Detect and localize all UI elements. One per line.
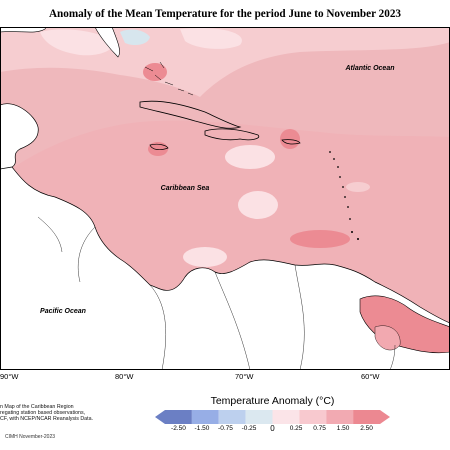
hispaniola-outline (204, 128, 260, 141)
guianas-warm-land-2 (374, 325, 401, 351)
legend-color-swatch (326, 410, 354, 424)
legend-color-swatch (218, 410, 246, 424)
cimh-credit: CIMH November-2023 (5, 434, 56, 440)
legend-tick-label: 2.50 (360, 425, 373, 432)
legend-color-swatch (353, 410, 390, 424)
caribbean-sea-label: Caribbean Sea (161, 185, 210, 192)
light-patch-hispaniola-south (225, 145, 275, 169)
legend-color-swatch (272, 410, 300, 424)
legend-title: Temperature Anomaly (°C) (210, 395, 335, 407)
longitude-90w: 90°W (0, 372, 19, 381)
legend-colorbar (155, 410, 390, 424)
legend-tick-label: 0.25 (289, 425, 303, 432)
legend-color-swatch (245, 410, 273, 424)
florida-land (94, 27, 120, 58)
credits-line: n Map of the Caribbean Region (0, 404, 74, 410)
hot-patch-venezuela-coast (290, 230, 350, 248)
legend-color-swatch (299, 410, 327, 424)
legend-color-swatch (155, 410, 192, 424)
hot-patch-bahamas (143, 63, 167, 81)
light-anomaly-patch-north (40, 29, 113, 56)
longitude-80w: 80°W (115, 372, 134, 381)
jamaica-outline (149, 143, 169, 151)
legend-tick-label: 0 (270, 424, 275, 433)
atlantic-ocean-label: Atlantic Ocean (344, 65, 394, 72)
legend-tick-label: -0.75 (218, 425, 233, 432)
pacific-ocean-label: Pacific Ocean (40, 308, 86, 315)
bahamas-islands (144, 61, 194, 96)
light-patch-east (346, 182, 370, 192)
anomaly-map: Atlantic Ocean Caribbean Sea Pacific Oce… (0, 27, 450, 370)
longitude-70w: 70°W (235, 372, 254, 381)
legend-tick-label: -0.25 (241, 425, 257, 432)
legend-labels: -2.50 -1.50 -0.75 -0.25 0 0.25 0.75 1.50 2.50 (155, 424, 390, 435)
legend-tick-label: -2.50 (171, 425, 186, 432)
light-patch-central (238, 191, 278, 219)
cool-anomaly-patch (120, 29, 150, 45)
hot-patch-jamaica (148, 142, 168, 156)
cuba-outline (139, 100, 242, 129)
lesser-antilles (329, 151, 359, 240)
legend-tick-label: 1.50 (336, 425, 350, 432)
map-title: Anomaly of the Mean Temperature for the … (48, 8, 402, 20)
hot-patch-puerto-rico (280, 129, 300, 149)
legend-tick-label: 0.75 (313, 425, 326, 432)
country-borders (37, 216, 396, 370)
puerto-rico-outline (281, 139, 301, 145)
credits-text: n Map of the Caribbean Region regating s… (0, 404, 135, 423)
longitude-60w: 60°W (361, 372, 380, 381)
north-america-land (0, 27, 47, 33)
credits-line: regating station based observations, (0, 410, 86, 417)
map-area: Atlantic Ocean Caribbean Sea Pacific Oce… (0, 27, 450, 370)
legend-tick-label: -1.50 (194, 425, 210, 432)
light-patch-colombia (183, 247, 227, 267)
light-anomaly-patch-2 (180, 27, 242, 49)
legend-color-swatch (191, 410, 219, 424)
credits-line: CF, with NCEP/NCAR Reanalysis Data. (0, 416, 94, 423)
